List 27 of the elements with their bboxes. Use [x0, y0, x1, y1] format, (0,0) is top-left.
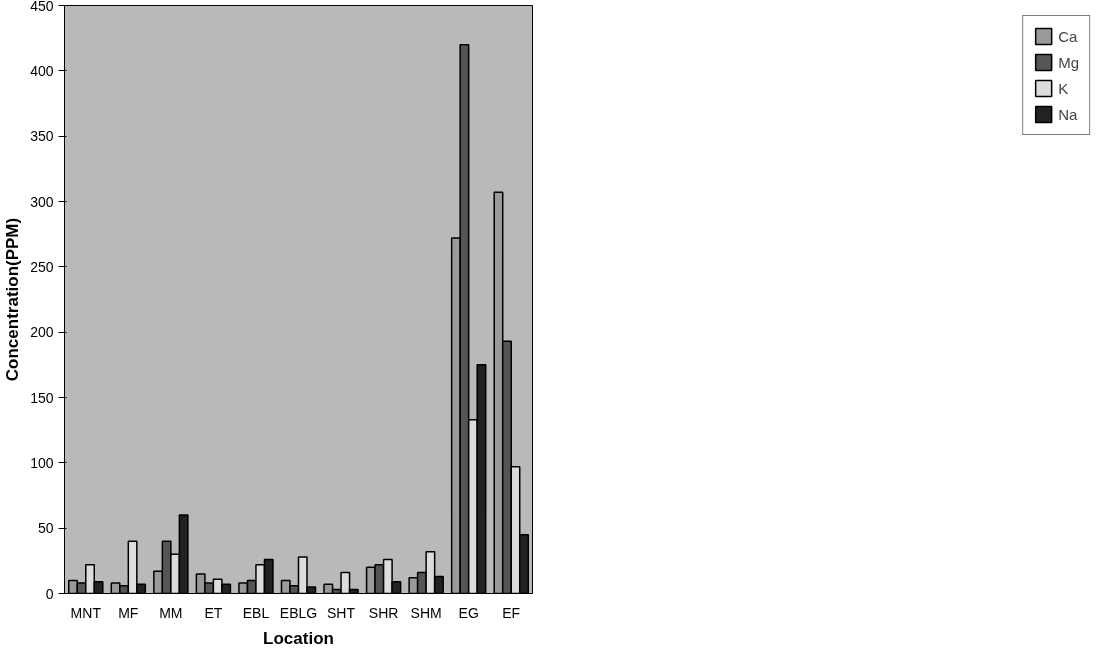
y-tick-label: 400 — [30, 62, 54, 79]
x-tick-label: EBL — [242, 604, 270, 621]
y-tick-label: 0 — [45, 585, 54, 602]
y-tick-label: 300 — [30, 193, 54, 210]
x-tick-label: SHR — [368, 604, 399, 621]
y-tick-label: 450 — [30, 0, 54, 14]
y-tick-label: 100 — [30, 454, 54, 471]
x-tick-label: MF — [118, 604, 139, 621]
x-tick-label: EBLG — [279, 604, 318, 621]
x-tick-label: EF — [502, 604, 521, 621]
y-axis-title: Concentration(PPM) — [3, 217, 23, 382]
x-axis-title: Location — [263, 628, 334, 648]
y-tick-label: 150 — [30, 389, 54, 406]
y-tick-label: 50 — [37, 520, 54, 537]
legend-label: K — [1058, 79, 1070, 97]
x-tick-label: MM — [159, 604, 183, 621]
legend-label: Ca — [1058, 27, 1079, 45]
x-tick-label: SHM — [410, 604, 442, 621]
y-tick-label: 200 — [30, 324, 54, 341]
y-tick-label: 350 — [30, 128, 54, 145]
x-tick-label: MNT — [70, 604, 102, 621]
x-tick-label: ET — [204, 604, 223, 621]
y-tick-label: 250 — [30, 258, 54, 275]
x-tick-label: SHT — [327, 604, 356, 621]
legend-label: Na — [1058, 105, 1079, 123]
x-tick-label: EG — [458, 604, 479, 621]
legend-label: Mg — [1058, 53, 1079, 71]
